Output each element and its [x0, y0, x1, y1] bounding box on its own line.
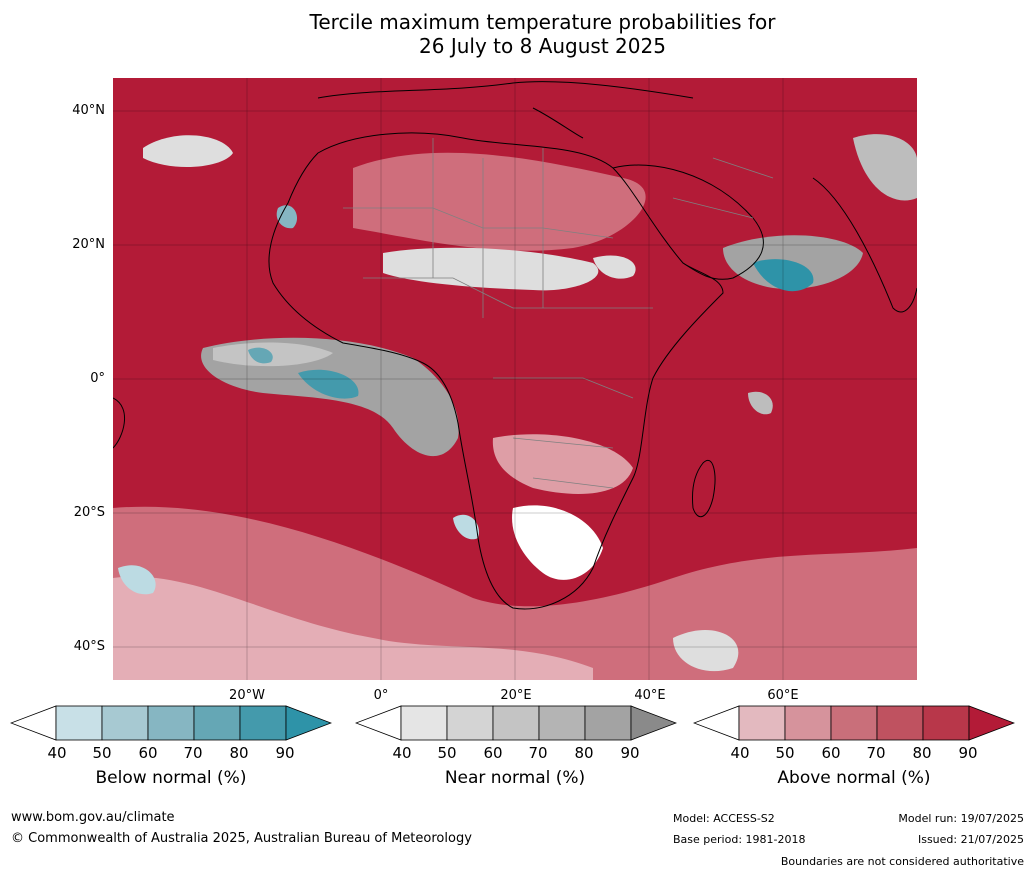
colorbar-max-extension: [630, 705, 677, 741]
colorbar-below-label: Below normal (%): [95, 768, 247, 788]
colorbar-segment: [584, 705, 632, 741]
tick-label: 80: [574, 744, 594, 762]
title-line-2: 26 July to 8 August 2025: [419, 34, 666, 58]
colorbar-min-extension: [693, 705, 740, 741]
west-africa-blue: [276, 205, 298, 229]
colorbar-segment: [876, 705, 924, 741]
tick-label: 40: [392, 744, 412, 762]
website-text: www.bom.gov.au/climate: [11, 810, 175, 825]
colorbar-near-label: Near normal (%): [444, 768, 586, 788]
guinea-blue-1: [298, 369, 359, 399]
lon-label-0: 0°: [373, 688, 389, 703]
map-field: [113, 78, 917, 680]
colorbar-min-extension: [10, 705, 57, 741]
colorbar-segment: [400, 705, 448, 741]
tick-label: 80: [912, 744, 932, 762]
guinea-blue-2: [248, 347, 273, 364]
lat-label-equator: 0°: [90, 371, 105, 386]
tick-label: 40: [47, 744, 67, 762]
guinea-grey: [201, 337, 459, 457]
lat-label-20s: 20°S: [73, 505, 105, 520]
colorbar-segment: [784, 705, 832, 741]
north-east-grey: [853, 134, 917, 201]
chart-title: Tercile maximum temperature probabilitie…: [0, 10, 1035, 58]
colorbar-segment: [538, 705, 586, 741]
lat-label-40s: 40°S: [73, 639, 105, 654]
colorbar-segment: [830, 705, 878, 741]
colorbar-segment: [922, 705, 970, 741]
tick-label: 90: [620, 744, 640, 762]
south-east-patch: [673, 629, 739, 672]
lon-label-40e: 40°E: [634, 688, 666, 703]
colorbar-segment: [738, 705, 786, 741]
lon-label-20e: 20°E: [500, 688, 532, 703]
issued-text: Issued: 21/07/2025: [917, 833, 1024, 846]
lon-label-20w: 20°W: [229, 688, 265, 703]
copyright-text: © Commonwealth of Australia 2025, Austra…: [11, 831, 472, 846]
lat-label-40n: 40°N: [72, 103, 105, 118]
graticule: [113, 78, 917, 680]
south-america-coast: [113, 397, 126, 449]
tick-label: 60: [138, 744, 158, 762]
south-west-blue: [118, 565, 156, 595]
south-africa-blue: [453, 514, 479, 540]
tick-label: 90: [275, 744, 295, 762]
madagascar-coast: [692, 460, 716, 518]
colorbar-near-normal: [355, 705, 677, 741]
atlantic-north-grey: [143, 135, 233, 168]
country-borders: [343, 138, 774, 489]
tick-label: 50: [92, 744, 112, 762]
south-africa-white: [512, 505, 603, 580]
colorbar-segment: [147, 705, 195, 741]
tick-label: 50: [437, 744, 457, 762]
colorbar-segment: [239, 705, 287, 741]
indian-ocean-grey: [748, 391, 773, 415]
sahara-mixed: [353, 152, 646, 251]
colorbar-below-normal: [10, 705, 332, 741]
model-run-text: Model run: 19/07/2025: [898, 812, 1024, 825]
europe-coast: [317, 81, 694, 139]
probability-map: [113, 78, 917, 680]
colorbar-segment: [193, 705, 241, 741]
southern-africa-pink: [492, 434, 633, 494]
arabia-coast: [612, 164, 764, 280]
arabian-sea-blue: [753, 259, 814, 292]
lon-label-60e: 60°E: [767, 688, 799, 703]
colorbar-above-label: Above normal (%): [777, 768, 931, 788]
model-text: Model: ACCESS-S2: [673, 812, 775, 825]
tick-label: 60: [821, 744, 841, 762]
disclaimer-text: Boundaries are not considered authoritat…: [780, 855, 1024, 868]
tick-label: 70: [528, 744, 548, 762]
colorbar-above-normal: [693, 705, 1015, 741]
south-ocean-light: [113, 576, 593, 680]
colorbar-min-extension: [355, 705, 402, 741]
colorbar-max-extension: [285, 705, 332, 741]
colorbar-max-extension: [968, 705, 1015, 741]
tick-label: 80: [229, 744, 249, 762]
tick-label: 70: [183, 744, 203, 762]
guinea-light: [213, 342, 333, 367]
colorbar-segment: [55, 705, 103, 741]
tick-label: 50: [775, 744, 795, 762]
tick-label: 60: [483, 744, 503, 762]
colorbar-segment: [446, 705, 494, 741]
base-period-text: Base period: 1981-2018: [673, 833, 806, 846]
india-coast: [812, 177, 917, 313]
tick-label: 70: [866, 744, 886, 762]
lat-label-20n: 20°N: [72, 237, 105, 252]
colorbar-segment: [101, 705, 149, 741]
tick-label: 90: [958, 744, 978, 762]
sahel-grey-band: [383, 247, 599, 291]
title-line-1: Tercile maximum temperature probabilitie…: [309, 10, 776, 34]
colorbar-segment: [492, 705, 540, 741]
tick-label: 40: [730, 744, 750, 762]
sahel-grey-east: [593, 255, 636, 279]
